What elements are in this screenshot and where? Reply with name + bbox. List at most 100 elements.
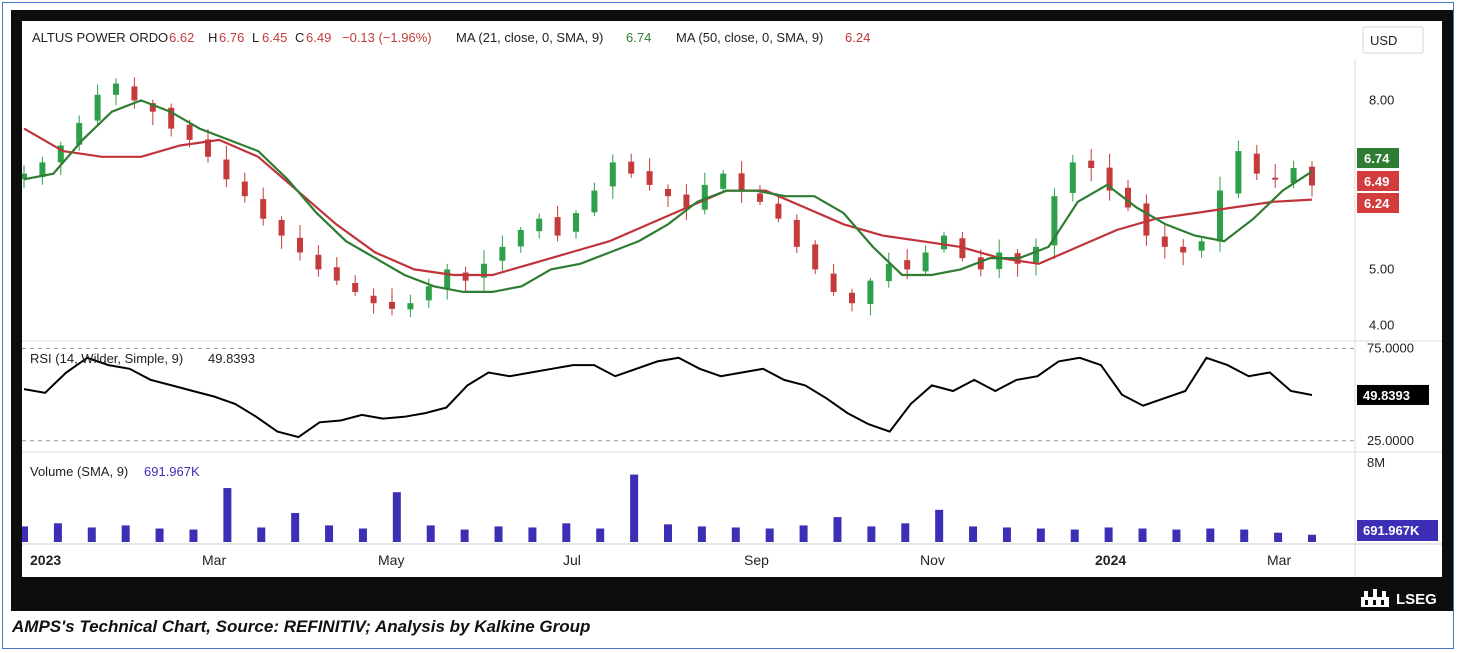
volume-bar [1206,528,1215,542]
candle-body [1143,203,1150,236]
candle-body [941,235,947,250]
candle [407,294,414,318]
candle [849,288,855,312]
close-label: C [295,30,304,45]
candle-body [297,237,303,253]
rsi-badge-value: 49.8393 [1363,388,1410,403]
candle [701,172,708,215]
candle [297,225,303,261]
candle-body [1272,177,1279,180]
candle-body [885,263,892,282]
candle [867,277,874,316]
candle [830,263,837,296]
candle [738,161,745,203]
volume-bar [87,527,96,542]
candle [775,195,782,223]
volume-bar [1002,527,1011,542]
ma50-line [23,127,1313,277]
x-tick-label: 2024 [1095,552,1126,568]
candle [389,288,395,316]
candle [646,158,653,191]
candle-body [1198,241,1205,251]
candle-body [720,173,727,189]
candle-body [867,280,874,304]
ma50-badge-value: 6.24 [1364,196,1390,211]
x-tick-label: 2023 [30,552,61,568]
x-tick-label: Mar [202,552,226,568]
candle [333,257,340,286]
volume-bar [596,528,605,542]
candle-body [168,107,175,129]
candle-body [1290,168,1297,184]
candle [941,231,947,253]
candle [554,206,561,242]
volume-bar [664,524,672,542]
candle-body [757,193,763,202]
ma50-value: 6.24 [845,30,870,45]
candle-body [370,295,377,304]
ma50-badge: 6.24 [1357,193,1399,213]
candle [462,266,469,293]
ma21-line [23,99,1313,293]
volume-bar [155,528,164,542]
volume-bar [1036,528,1045,542]
volume-bar [697,526,706,542]
volume-label: Volume (SMA, 9) [30,464,128,479]
volume-value-label: 691.967K [144,464,200,479]
ma21-label: MA (21, close, 0, SMA, 9) [456,30,603,45]
candle-body [738,173,745,191]
currency-button[interactable]: USD [1362,26,1424,54]
candle-body [22,173,27,180]
x-tick-label: May [378,552,404,568]
candle [1106,153,1113,201]
candle-body [333,267,340,281]
candle-body [131,86,138,101]
candle-body [904,260,911,270]
volume-bar [189,529,198,542]
candle [757,185,763,206]
rsi-lower-tick: 25.0000 [1367,433,1414,448]
candle-body [205,139,211,157]
candle [1143,194,1150,246]
candle [186,119,193,148]
candle [168,103,175,137]
candle-body [149,103,156,112]
candle [1161,225,1168,259]
candle-body [849,292,855,304]
low-value: 6.45 [262,30,287,45]
header-legend: ALTUS POWER ORD O 6.62 H 6.76 L 6.45 C 6… [32,30,870,45]
candle-body [186,124,193,140]
candle [370,288,377,314]
candle [499,235,506,271]
chart-canvas: ALTUS POWER ORD O 6.62 H 6.76 L 6.45 C 6… [22,21,1442,577]
candle [517,226,524,253]
candle-body [1180,246,1187,253]
candle-body [683,194,690,208]
candle [609,154,616,200]
high-value: 6.76 [219,30,244,45]
figure-caption: AMPS's Technical Chart, Source: REFINITI… [12,617,591,636]
volume-bar [53,523,62,542]
candle-body [1161,236,1168,247]
candle-body [1069,162,1076,193]
candle [573,210,579,239]
candle-body [554,217,561,236]
candle [1180,239,1187,266]
candle-body [1033,246,1039,263]
candle-body [830,273,837,292]
volume-bar [833,517,842,542]
candle-body [94,94,101,121]
candle [720,169,727,192]
volume-bar [1274,532,1283,542]
candle-body [39,162,46,177]
candle-body [701,184,708,210]
candle [793,214,800,254]
candle-body [775,203,782,219]
close-badge-value: 6.49 [1364,174,1389,189]
price-tick: 5.00 [1369,261,1394,276]
candle-body [481,263,487,278]
candle-body [1088,160,1095,169]
volume-bar [392,492,401,542]
lseg-brand-text: LSEG [1396,590,1437,608]
candle-body [57,145,64,163]
